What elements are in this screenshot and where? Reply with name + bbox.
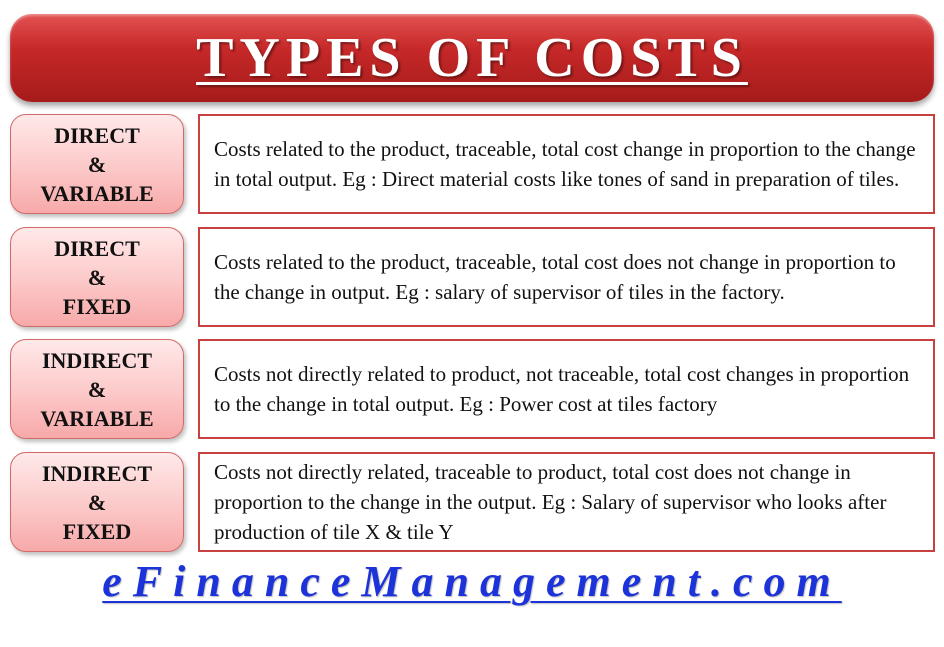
cost-row-direct-fixed: DIRECT & FIXED Costs related to the prod… [0,227,944,329]
description-text: Costs related to the product, traceable,… [214,137,916,191]
title-banner: TYPES OF COSTS [10,14,934,102]
description-text: Costs not directly related to product, n… [214,362,910,416]
label-line-1: DIRECT [54,122,140,148]
description-text: Costs related to the product, traceable,… [214,250,896,304]
cost-type-label: DIRECT & FIXED [10,227,184,327]
label-line-2: & [87,151,107,177]
label-line-3: VARIABLE [40,180,154,206]
label-line-3: FIXED [62,293,132,319]
cost-type-label: INDIRECT & VARIABLE [10,339,184,439]
cost-row-direct-variable: DIRECT & VARIABLE Costs related to the p… [0,114,944,216]
label-line-1: DIRECT [54,235,140,261]
cost-row-indirect-fixed: INDIRECT & FIXED Costs not directly rela… [0,452,944,554]
cost-type-label: DIRECT & VARIABLE [10,114,184,214]
page-title: TYPES OF COSTS [196,27,748,89]
cost-row-indirect-variable: INDIRECT & VARIABLE Costs not directly r… [0,339,944,441]
cost-description: Costs not directly related to product, n… [198,339,935,439]
footer: eFinanceManagement.com [0,556,944,616]
label-line-2: & [87,489,107,515]
cost-type-label: INDIRECT & FIXED [10,452,184,552]
cost-description: Costs related to the product, traceable,… [198,227,935,327]
site-link[interactable]: eFinanceManagement.com [102,557,842,606]
label-line-3: FIXED [62,518,132,544]
description-text: Costs not directly related, traceable to… [214,460,887,544]
cost-description: Costs related to the product, traceable,… [198,114,935,214]
label-line-2: & [87,264,107,290]
label-line-1: INDIRECT [41,347,153,373]
label-line-2: & [87,376,107,402]
cost-description: Costs not directly related, traceable to… [198,452,935,552]
label-line-3: VARIABLE [40,405,154,431]
label-line-1: INDIRECT [41,460,153,486]
